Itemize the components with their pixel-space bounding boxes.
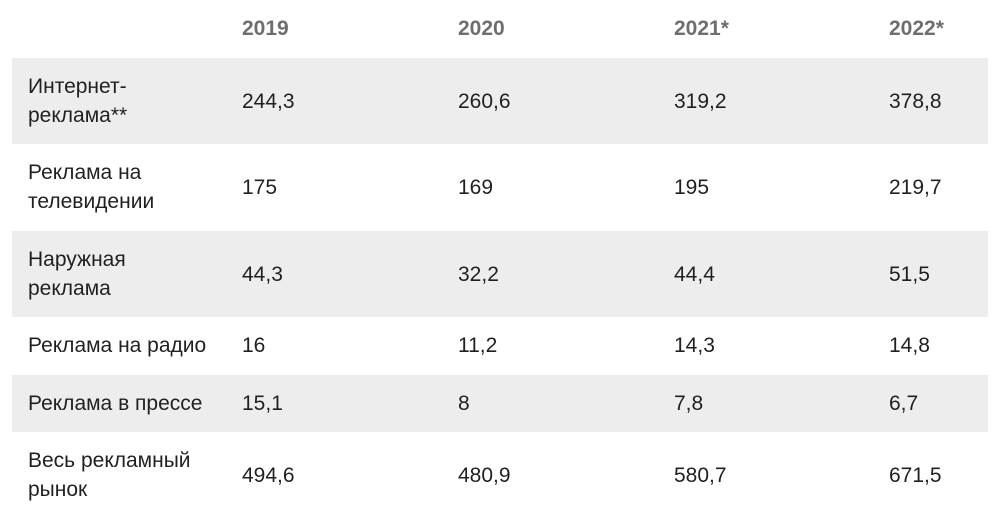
cell-outdoor-2022: 51,5 — [889, 263, 930, 286]
cell-total-2021: 580,7 — [674, 464, 727, 487]
cell-total-2019: 494,6 — [242, 464, 295, 487]
cell-press-2022: 6,7 — [889, 392, 919, 415]
cell-radio-2021: 14,3 — [674, 334, 715, 357]
table-row-tv: Реклама на телевидении 175 169 195 219,7 — [12, 144, 988, 231]
cell-tv-2019: 175 — [242, 176, 278, 199]
cell-radio-2020: 11,2 — [458, 334, 498, 357]
cell-press-2020: 8 — [458, 392, 470, 415]
table-header-row: 2019 2020 2021* 2022* — [12, 0, 988, 58]
cell-press-2019: 15,1 — [242, 392, 283, 415]
row-label-internet: Интернет- реклама** — [28, 75, 128, 127]
cell-total-2022: 671,5 — [889, 464, 942, 487]
table-row-press: Реклама в прессе 15,1 8 7,8 6,7 — [12, 375, 988, 432]
table-row-outdoor: Наружная реклама 44,3 32,2 44,4 51,5 — [12, 231, 988, 317]
cell-outdoor-2021: 44,4 — [674, 263, 715, 286]
table-row-total: Весь рекламный рынок 494,6 480,9 580,7 6… — [12, 432, 988, 527]
cell-tv-2022: 219,7 — [889, 176, 942, 199]
cell-internet-2020: 260,6 — [458, 90, 511, 113]
cell-tv-2021: 195 — [674, 176, 710, 199]
cell-press-2021: 7,8 — [674, 392, 704, 415]
cell-radio-2019: 16 — [242, 334, 266, 357]
header-2022: 2022* — [889, 17, 944, 40]
row-label-press: Реклама в прессе — [28, 392, 203, 415]
cell-total-2020: 480,9 — [458, 464, 511, 487]
cell-outdoor-2020: 32,2 — [458, 263, 499, 286]
cell-tv-2020: 169 — [458, 176, 494, 199]
row-label-total: Весь рекламный рынок — [28, 449, 191, 501]
row-label-radio: Реклама на радио — [28, 334, 207, 357]
cell-internet-2021: 319,2 — [674, 90, 727, 113]
row-label-tv: Реклама на телевидении — [28, 161, 155, 213]
cell-radio-2022: 14,8 — [889, 334, 930, 357]
table-row-internet: Интернет- реклама** 244,3 260,6 319,2 37… — [12, 58, 988, 144]
cell-internet-2022: 378,8 — [889, 90, 942, 113]
header-2021: 2021* — [674, 17, 729, 40]
row-label-outdoor: Наружная реклама — [28, 248, 126, 300]
cell-outdoor-2019: 44,3 — [242, 263, 283, 286]
cell-internet-2019: 244,3 — [242, 90, 295, 113]
table-row-radio: Реклама на радио 16 11,2 14,3 14,8 — [12, 317, 988, 375]
header-2020: 2020 — [458, 17, 505, 40]
header-2019: 2019 — [242, 17, 289, 40]
